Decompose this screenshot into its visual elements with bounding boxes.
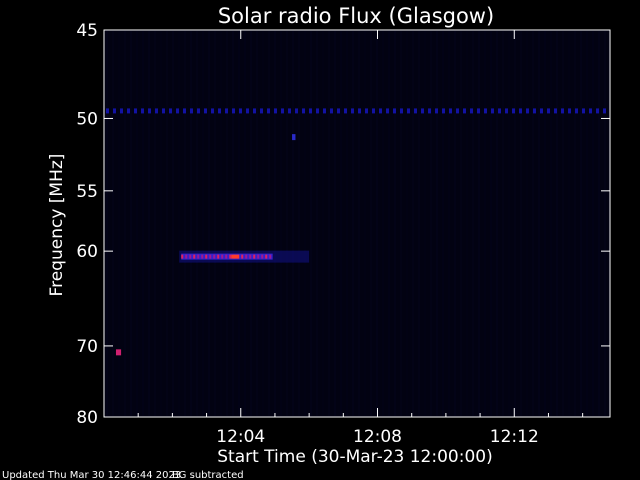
plot-frame: [103, 29, 611, 418]
feature-burst: [179, 250, 310, 263]
footer-bg-note: BG subtracted: [172, 470, 244, 480]
y-tick-label: 70: [76, 337, 98, 357]
feature-continuous-band: [106, 108, 606, 114]
spectrogram-features: [106, 31, 606, 416]
x-axis-label: Start Time (30-Mar-23 12:00:00): [217, 447, 492, 467]
feature-spot: [292, 134, 296, 141]
y-tick-label: 80: [76, 408, 98, 428]
feature-spot: [115, 349, 122, 356]
x-tick-label: 12:04: [216, 427, 265, 447]
y-axis-label: Frequency [MHz]: [47, 154, 67, 297]
footer-updated: Updated Thu Mar 30 12:46:44 2023: [2, 470, 181, 480]
x-tick-label: 12:08: [353, 427, 402, 447]
y-tick-label: 45: [76, 21, 98, 41]
y-tick-label: 50: [76, 109, 98, 129]
y-tick-label: 60: [76, 242, 98, 262]
chart-title: Solar radio Flux (Glasgow): [218, 4, 494, 28]
x-tick-label: 12:12: [490, 427, 539, 447]
y-tick-label: 55: [76, 182, 98, 202]
plot-area: [104, 30, 610, 417]
